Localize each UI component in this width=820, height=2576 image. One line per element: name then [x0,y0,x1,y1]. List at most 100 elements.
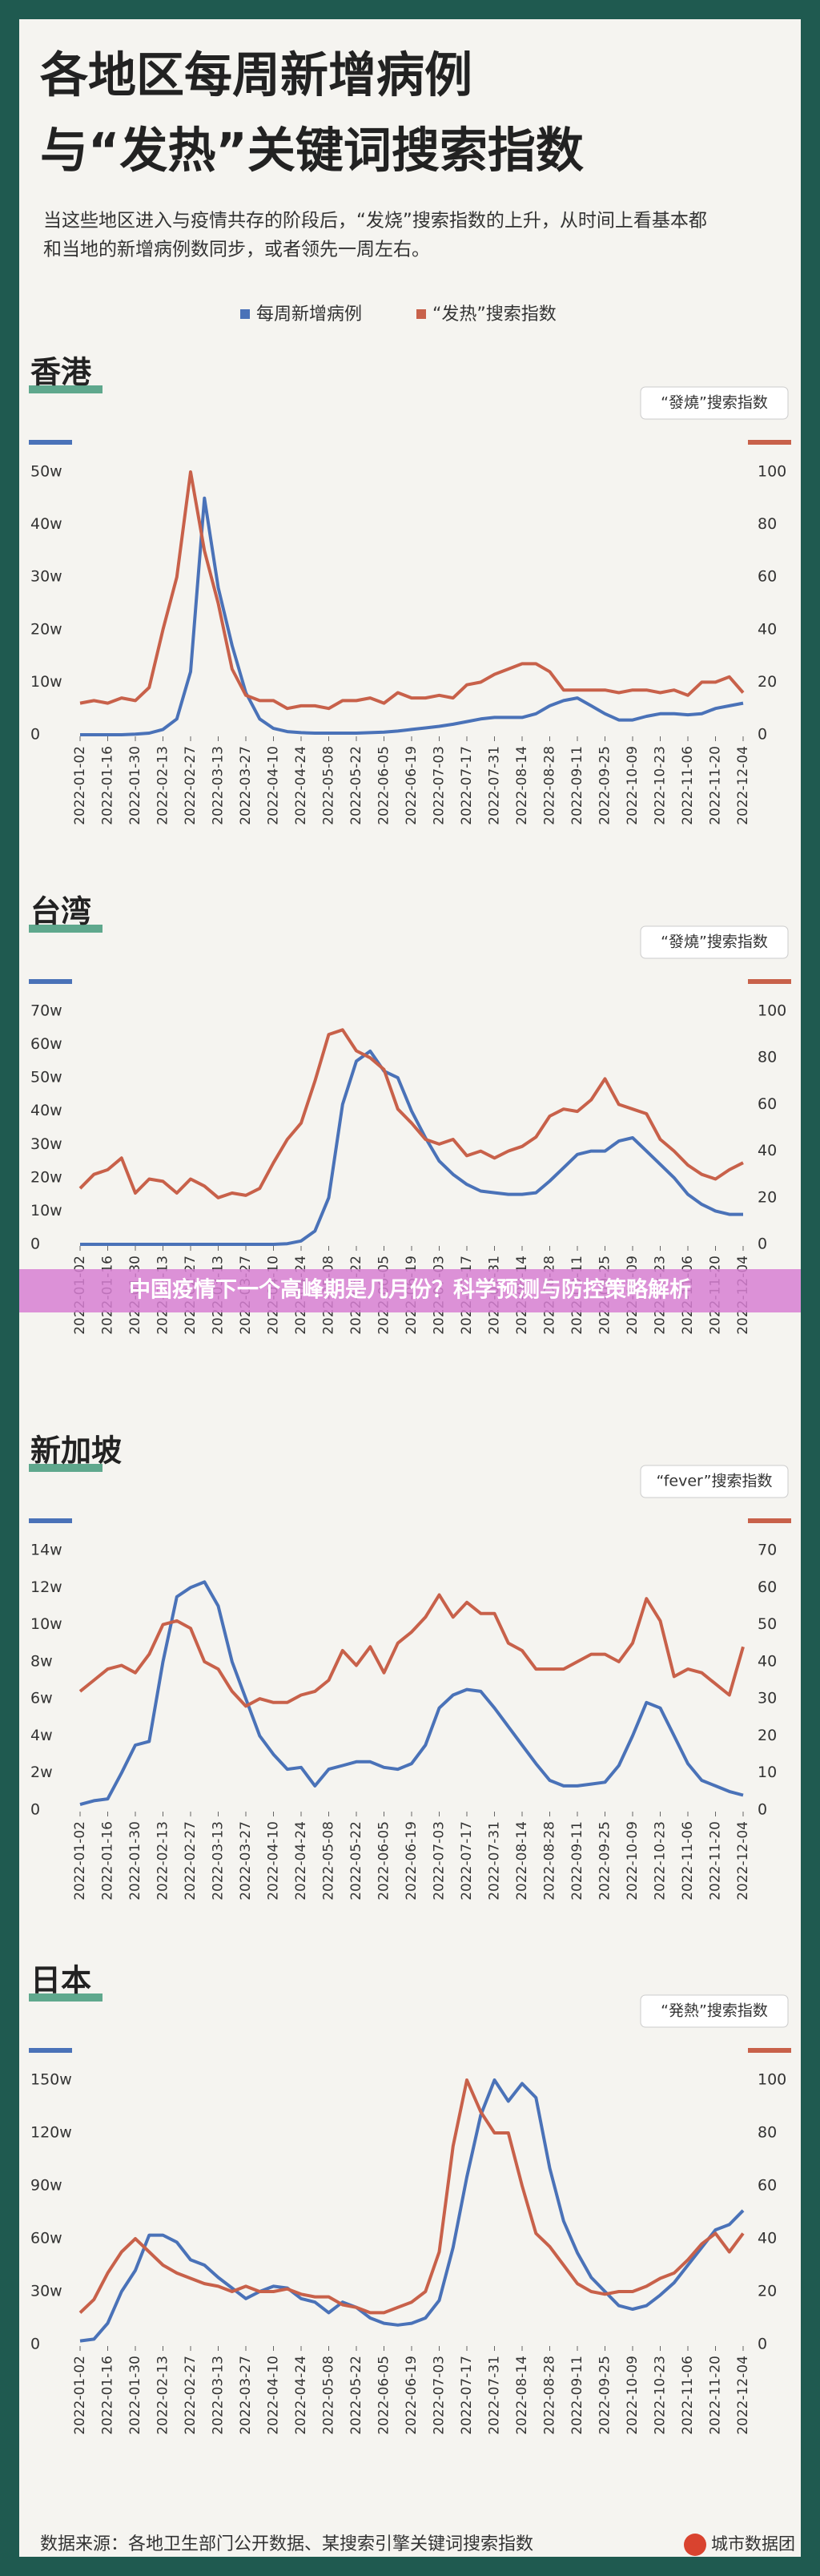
axis-color-bar [29,979,72,984]
axis-color-bar [748,2048,791,2053]
y2-tick-label: 80 [758,2124,777,2142]
x-tick-label: 2022-10-09 [625,2356,641,2435]
y-tick-label: 0 [30,1236,40,1253]
banner: 中国疫情下一个高峰期是几月份？科学预测与防控策略解析 [129,1277,691,1303]
y-tick-label: 90w [30,2177,62,2195]
logo: 城市数据团 [711,2534,795,2554]
series-line [79,470,745,711]
x-tick-label: 2022-04-10 [266,1821,282,1901]
chart: 香港 “發燒”搜索指数 0 10w 20w 30w 40w 50w 0 20 40 60 80 100 20… [29,355,791,825]
x-tick-label: 2022-10-23 [653,746,669,825]
x-tick-label: 2022-11-20 [708,2356,724,2435]
y2-label: “fever”搜索指数 [657,1473,773,1490]
x-tick-label: 2022-01-30 [127,746,143,825]
x-tick-label: 2022-09-11 [569,1821,585,1901]
y-tick-label: 0 [30,2336,40,2353]
x-tick-label: 2022-01-02 [72,2356,88,2435]
source: 数据来源：各地卫生部门公开数据、某搜索引擎关键词搜索指数 [40,2534,533,2554]
x-tick-label: 2022-04-10 [266,2356,282,2435]
y2-tick-label: 20 [758,1188,777,1206]
y2-tick-label: 30 [758,1690,777,1707]
chart-title: 新加坡 [30,1433,122,1469]
x-tick-label: 2022-10-23 [653,1821,669,1901]
y-tick-label: 60w [30,1035,62,1053]
y-tick-label: 14w [30,1542,62,1559]
series-line [80,496,744,736]
y2-tick-label: 0 [758,1236,767,1253]
y2-tick-label: 100 [758,1002,786,1020]
x-tick-label: 2022-09-25 [597,2356,613,2435]
y-tick-label: 0 [30,1801,40,1819]
y2-tick-label: 70 [758,1542,777,1559]
axis-color-bar [29,2048,72,2053]
x-tick-label: 2022-02-13 [155,1821,171,1901]
x-tick-label: 2022-08-28 [542,1821,558,1901]
y2-label: “發燒”搜索指数 [661,394,768,412]
chart: 新加坡 “fever”搜索指数 0 2w 4w 6w 8w 10w 12w 14w 0 10 20 30 4… [29,1433,791,1901]
y-tick-label: 6w [30,1690,53,1707]
axis-color-bar [29,440,72,445]
title-line: 与“发热”关键词搜索指数 [40,123,584,179]
x-tick-label: 2022-07-03 [432,746,448,825]
x-tick-label: 2022-07-31 [487,2356,503,2435]
y-tick-label: 2w [30,1764,53,1781]
series-line [78,1593,745,1708]
y-tick-label: 30w [30,1135,62,1153]
y2-tick-label: 20 [758,673,777,691]
y-tick-label: 150w [30,2071,72,2089]
logo-icon [684,2534,706,2556]
x-tick-label: 2022-10-23 [653,2356,669,2435]
x-tick-label: 2022-08-14 [514,1821,530,1901]
x-tick-label: 2022-01-02 [72,746,88,825]
x-tick-label: 2022-08-14 [514,2356,530,2435]
x-tick-label: 2022-01-30 [127,2356,143,2435]
x-tick-label: 2022-08-28 [542,746,558,825]
axis-color-bar [748,1518,791,1523]
x-tick-label: 2022-03-27 [238,2356,254,2435]
legend: 每周新增病例 “发热”搜索指数 [240,304,557,325]
y-tick-label: 40w [30,515,62,533]
x-tick-label: 2022-03-13 [211,746,227,825]
legend-label: 每周新增病例 [256,304,362,325]
title-line: 各地区每周新增病例 [40,48,472,104]
x-tick-label: 2022-07-03 [432,1821,448,1901]
x-tick-label: 2022-05-08 [321,746,337,825]
x-tick-label: 2022-11-20 [708,746,724,825]
x-tick-label: 2022-04-24 [293,746,309,825]
y-tick-label: 4w [30,1727,53,1744]
y-tick-label: 20w [30,620,62,638]
y2-label: “発熱”搜索指数 [661,2002,768,2020]
x-tick-label: 2022-10-09 [625,1821,641,1901]
chart: 日本 “発熱”搜索指数 0 30w 60w 90w 120w 150w 0 20 40 60 80 100… [29,1963,791,2435]
y2-tick-label: 40 [758,1142,777,1159]
x-tick-label: 2022-04-10 [266,746,282,825]
y2-tick-label: 50 [758,1615,777,1633]
x-tick-label: 2022-01-16 [100,746,116,825]
x-tick-label: 2022-07-03 [432,2356,448,2435]
x-tick-label: 2022-02-27 [183,1821,199,1901]
y2-tick-label: 100 [758,2071,786,2089]
x-tick-label: 2022-06-05 [376,1821,392,1901]
series-line [79,1580,744,1807]
y2-label-box [640,925,789,959]
x-tick-label: 2022-05-08 [321,2356,337,2435]
x-tick-label: 2022-06-19 [404,1821,420,1901]
x-tick-label: 2022-12-04 [735,1821,751,1901]
x-tick-label: 2022-02-27 [183,746,199,825]
x-tick-label: 2022-07-17 [459,746,475,825]
banner-bg [19,1269,801,1312]
y-tick-label: 10w [30,1615,62,1633]
y-tick-label: 60w [30,2230,62,2247]
y2-tick-label: 60 [758,1095,777,1113]
x-tick-label: 2022-09-11 [569,746,585,825]
y2-label-box [640,1994,789,2028]
x-tick-label: 2022-02-13 [155,746,171,825]
x-tick-label: 2022-07-17 [459,1821,475,1901]
y-tick-label: 30w [30,2283,62,2300]
x-tick-label: 2022-12-04 [735,2356,751,2435]
y-tick-label: 50w [30,1069,62,1086]
x-tick-label: 2022-08-28 [542,2356,558,2435]
x-tick-label: 2022-03-13 [211,1821,227,1901]
x-tick-label: 2022-11-20 [708,1821,724,1901]
y2-tick-label: 10 [758,1764,777,1781]
